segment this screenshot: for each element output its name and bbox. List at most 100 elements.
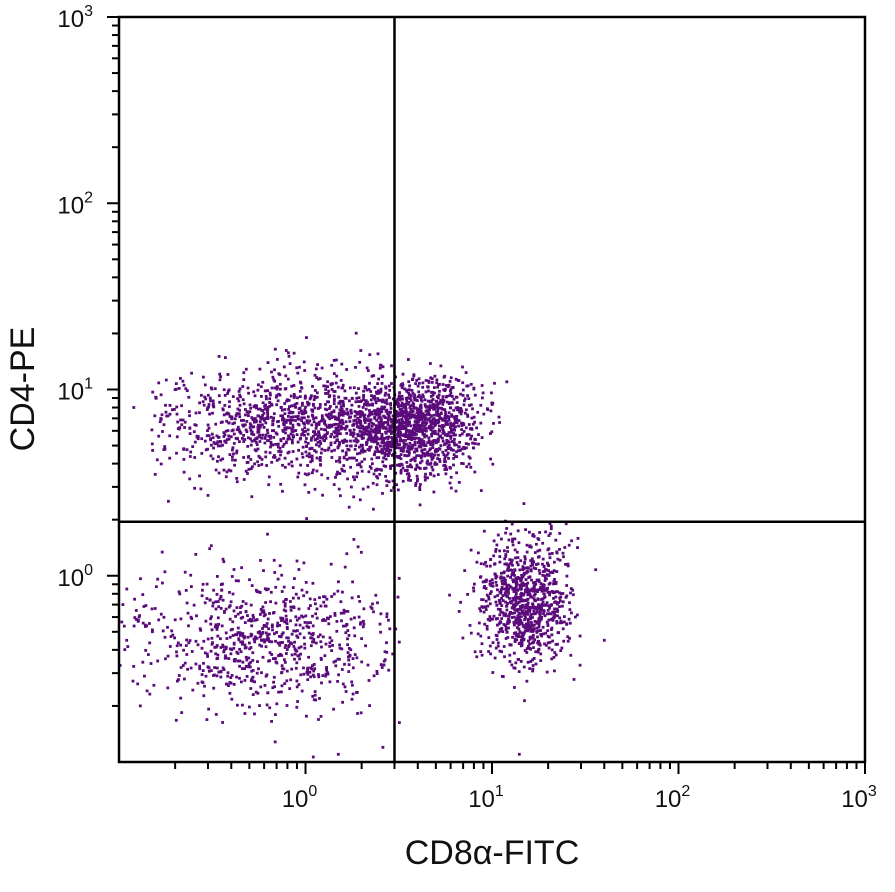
data-point bbox=[371, 481, 375, 485]
data-point bbox=[362, 427, 366, 431]
data-point bbox=[396, 434, 400, 438]
data-point bbox=[513, 666, 517, 670]
data-point bbox=[248, 578, 251, 582]
data-point bbox=[242, 419, 245, 422]
data-point bbox=[173, 618, 177, 622]
data-point bbox=[425, 421, 429, 425]
data-point bbox=[327, 617, 330, 621]
data-point bbox=[215, 644, 219, 647]
data-point bbox=[320, 366, 324, 370]
data-point bbox=[414, 447, 418, 451]
data-point bbox=[486, 604, 490, 608]
data-point bbox=[328, 636, 332, 640]
data-point bbox=[406, 429, 410, 433]
data-point bbox=[271, 423, 274, 427]
data-point bbox=[296, 396, 299, 400]
data-point bbox=[564, 522, 568, 526]
data-point bbox=[453, 443, 456, 447]
data-point bbox=[449, 391, 453, 395]
data-point bbox=[511, 540, 514, 543]
data-point bbox=[566, 562, 570, 566]
data-point bbox=[206, 494, 210, 497]
data-point bbox=[337, 425, 340, 429]
data-point bbox=[532, 646, 535, 649]
data-point bbox=[284, 349, 288, 352]
data-point bbox=[370, 421, 374, 425]
data-point bbox=[338, 420, 342, 424]
data-point bbox=[547, 574, 551, 577]
data-point bbox=[430, 419, 434, 423]
data-point bbox=[228, 647, 232, 651]
data-point bbox=[185, 638, 188, 642]
data-point bbox=[311, 673, 315, 677]
data-point bbox=[535, 578, 539, 582]
data-point bbox=[447, 440, 451, 444]
data-point bbox=[482, 562, 486, 566]
data-point bbox=[335, 620, 339, 623]
data-point bbox=[523, 555, 527, 558]
data-point bbox=[219, 421, 223, 424]
data-point bbox=[358, 445, 361, 449]
data-point bbox=[467, 455, 471, 459]
data-point bbox=[403, 469, 407, 472]
data-point bbox=[384, 391, 388, 395]
data-point bbox=[401, 434, 405, 437]
data-point bbox=[304, 581, 308, 584]
data-point bbox=[296, 371, 300, 375]
data-point bbox=[407, 478, 410, 482]
data-point bbox=[327, 622, 331, 626]
data-point bbox=[533, 620, 537, 623]
data-point bbox=[209, 544, 213, 548]
data-point bbox=[359, 443, 363, 447]
data-point bbox=[141, 593, 145, 596]
data-point bbox=[161, 629, 165, 633]
data-point bbox=[369, 427, 373, 431]
data-point bbox=[223, 433, 227, 437]
data-point bbox=[427, 413, 431, 416]
data-point bbox=[398, 408, 402, 411]
data-point bbox=[185, 448, 189, 452]
data-point bbox=[131, 679, 135, 683]
data-point bbox=[464, 371, 468, 374]
data-point bbox=[429, 428, 433, 432]
data-point bbox=[525, 543, 529, 547]
data-point bbox=[379, 390, 382, 394]
data-point bbox=[312, 402, 315, 406]
data-point bbox=[306, 678, 310, 681]
data-point bbox=[518, 583, 522, 587]
data-point bbox=[537, 617, 541, 621]
data-point bbox=[366, 369, 370, 372]
data-point bbox=[508, 612, 511, 616]
data-point bbox=[547, 547, 551, 551]
data-point bbox=[223, 611, 226, 614]
data-point bbox=[273, 454, 276, 457]
data-point bbox=[151, 630, 154, 634]
data-point bbox=[537, 625, 541, 629]
data-point bbox=[271, 419, 275, 423]
data-point bbox=[400, 394, 404, 398]
data-point bbox=[266, 634, 269, 637]
data-point bbox=[174, 382, 178, 385]
data-point bbox=[317, 444, 321, 448]
data-point bbox=[287, 354, 291, 358]
data-point bbox=[277, 450, 281, 453]
data-point bbox=[407, 472, 411, 476]
data-point bbox=[550, 657, 554, 661]
data-point bbox=[546, 586, 549, 590]
data-point bbox=[342, 410, 346, 414]
data-point bbox=[449, 421, 453, 425]
data-point bbox=[223, 404, 227, 407]
data-point bbox=[470, 434, 473, 438]
data-point bbox=[369, 605, 373, 609]
data-point bbox=[426, 451, 430, 454]
data-point bbox=[348, 386, 352, 390]
data-point bbox=[291, 411, 295, 414]
data-point bbox=[555, 621, 559, 625]
data-point bbox=[495, 638, 499, 641]
data-point bbox=[337, 395, 341, 399]
data-point bbox=[520, 610, 524, 614]
data-point bbox=[253, 680, 256, 684]
data-point bbox=[544, 631, 548, 635]
data-point bbox=[489, 592, 492, 595]
data-point bbox=[276, 445, 280, 449]
